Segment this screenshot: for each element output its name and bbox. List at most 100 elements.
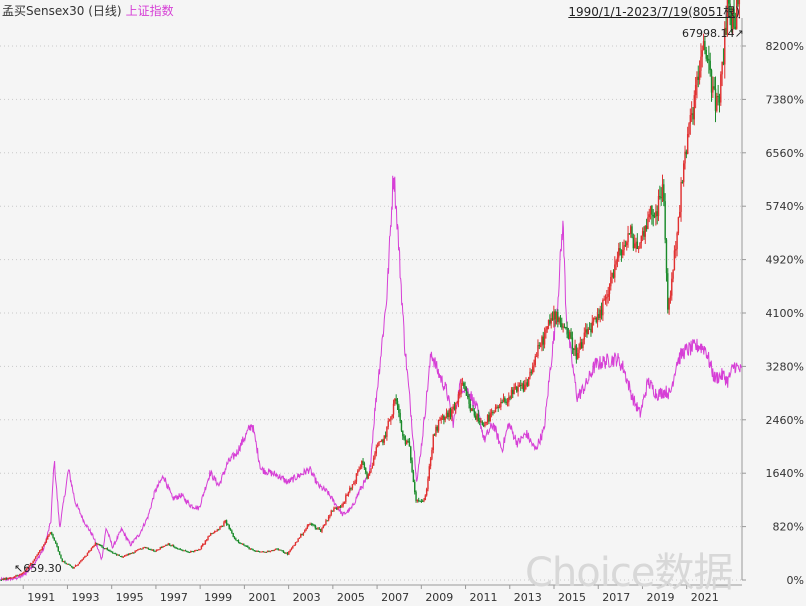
sensex-candle [60, 554, 62, 559]
sensex-candle [729, 3, 731, 11]
sensex-candle [33, 558, 36, 561]
sensex-candle [476, 414, 478, 420]
sensex-candle [255, 550, 257, 552]
sensex-candle [428, 466, 430, 479]
sensex-candle [198, 549, 200, 551]
x-tick-label: 2007 [381, 591, 409, 604]
sensex-candle [93, 545, 95, 547]
sensex-candle [420, 500, 423, 502]
sensex-candle [689, 115, 692, 124]
sensex-candle [343, 501, 346, 503]
sensex-candle [444, 416, 446, 420]
sensex-candle [160, 547, 163, 549]
sensex-candle [618, 248, 620, 258]
sensex-candle [447, 412, 449, 418]
sensex-candle [3, 578, 5, 580]
sensex-candle [493, 412, 495, 414]
sensex-candle [494, 407, 497, 413]
sensex-candle [520, 384, 522, 386]
sensex-candle [217, 529, 220, 531]
sensex-candle [294, 542, 297, 545]
sensex-candle [259, 551, 261, 553]
sensex-candle [94, 543, 97, 546]
sensex-candle [290, 548, 293, 550]
sensex-candle [627, 233, 629, 243]
sensex-candle [119, 556, 122, 558]
sensex-candle [220, 526, 222, 528]
sensex-candle [693, 95, 695, 120]
sensex-candle [349, 487, 351, 492]
sensex-candle [13, 576, 16, 578]
sensex-candle [602, 300, 604, 316]
sensex-candle [694, 84, 697, 96]
sensex-candle [346, 494, 348, 496]
sensex-candle [195, 550, 197, 552]
max-arrow-icon: ↗ [734, 27, 744, 40]
x-tick-label: 1997 [160, 591, 188, 604]
sensex-candle [717, 95, 719, 98]
sensex-candle [158, 549, 160, 551]
sensex-candle [643, 231, 645, 237]
sensex-candle [737, 0, 739, 5]
sensex-candle [233, 537, 236, 539]
sensex-candle [215, 530, 217, 532]
sensex-candle [335, 507, 338, 509]
sensex-candle [102, 547, 105, 549]
sensex-candle [239, 542, 241, 544]
sensex-candle [492, 412, 494, 414]
sensex-candle [171, 545, 173, 547]
sensex-candle [664, 201, 666, 240]
sensex-candle [569, 332, 571, 339]
sensex-candle [525, 382, 527, 385]
sensex-candle [365, 468, 367, 473]
sensex-candle [130, 553, 132, 555]
sensex-candle [149, 549, 151, 551]
sensex-candle [710, 70, 713, 93]
sensex-candle [300, 534, 302, 538]
sensex-candle [296, 541, 298, 543]
sensex-candle [100, 545, 102, 547]
sensex-candle [17, 575, 20, 577]
sensex-candle [575, 345, 578, 360]
sensex-candle [529, 371, 531, 378]
sensex-candle [545, 329, 547, 334]
sensex-candle [156, 549, 159, 551]
sensex-candle [371, 465, 374, 469]
sensex-candle [709, 60, 711, 71]
sensex-candle [125, 555, 127, 557]
sensex-candle [637, 248, 640, 250]
date-range-label[interactable]: 1990/1/1-2023/7/19(8051根) [568, 5, 740, 19]
sensex-candle [274, 548, 277, 551]
sensex-candle [412, 472, 415, 482]
sensex-candle [477, 414, 480, 422]
sensex-candle [121, 556, 123, 558]
sensex-candle [459, 393, 461, 395]
sensex-candle [337, 508, 339, 510]
sensex-candle [611, 272, 613, 277]
sensex-candle [530, 371, 533, 373]
sensex-candle [286, 552, 289, 555]
sensex-candle [45, 539, 48, 543]
sensex-candle [553, 311, 555, 321]
sensex-candle [480, 421, 482, 423]
sensex-candle [677, 217, 680, 234]
sensex-candle [39, 550, 41, 553]
sensex-candle [163, 545, 165, 547]
sensex-candle [32, 560, 34, 563]
sensex-candle [708, 58, 710, 61]
sensex-candle [150, 549, 152, 551]
sensex-candle [48, 534, 50, 536]
sensex-candle [178, 548, 180, 550]
sensex-candle [118, 554, 120, 557]
sensex-candle [441, 415, 444, 418]
sensex-candle [402, 430, 404, 437]
sensex-candle [312, 524, 314, 526]
sensex-candle [473, 410, 476, 416]
sensex-candle [535, 356, 538, 358]
sensex-candle [668, 298, 670, 310]
sensex-candle [243, 543, 245, 546]
x-tick-label: 1991 [27, 591, 55, 604]
sensex-candle [194, 550, 196, 552]
sensex-candle [680, 182, 682, 212]
sensex-candle [533, 364, 535, 367]
